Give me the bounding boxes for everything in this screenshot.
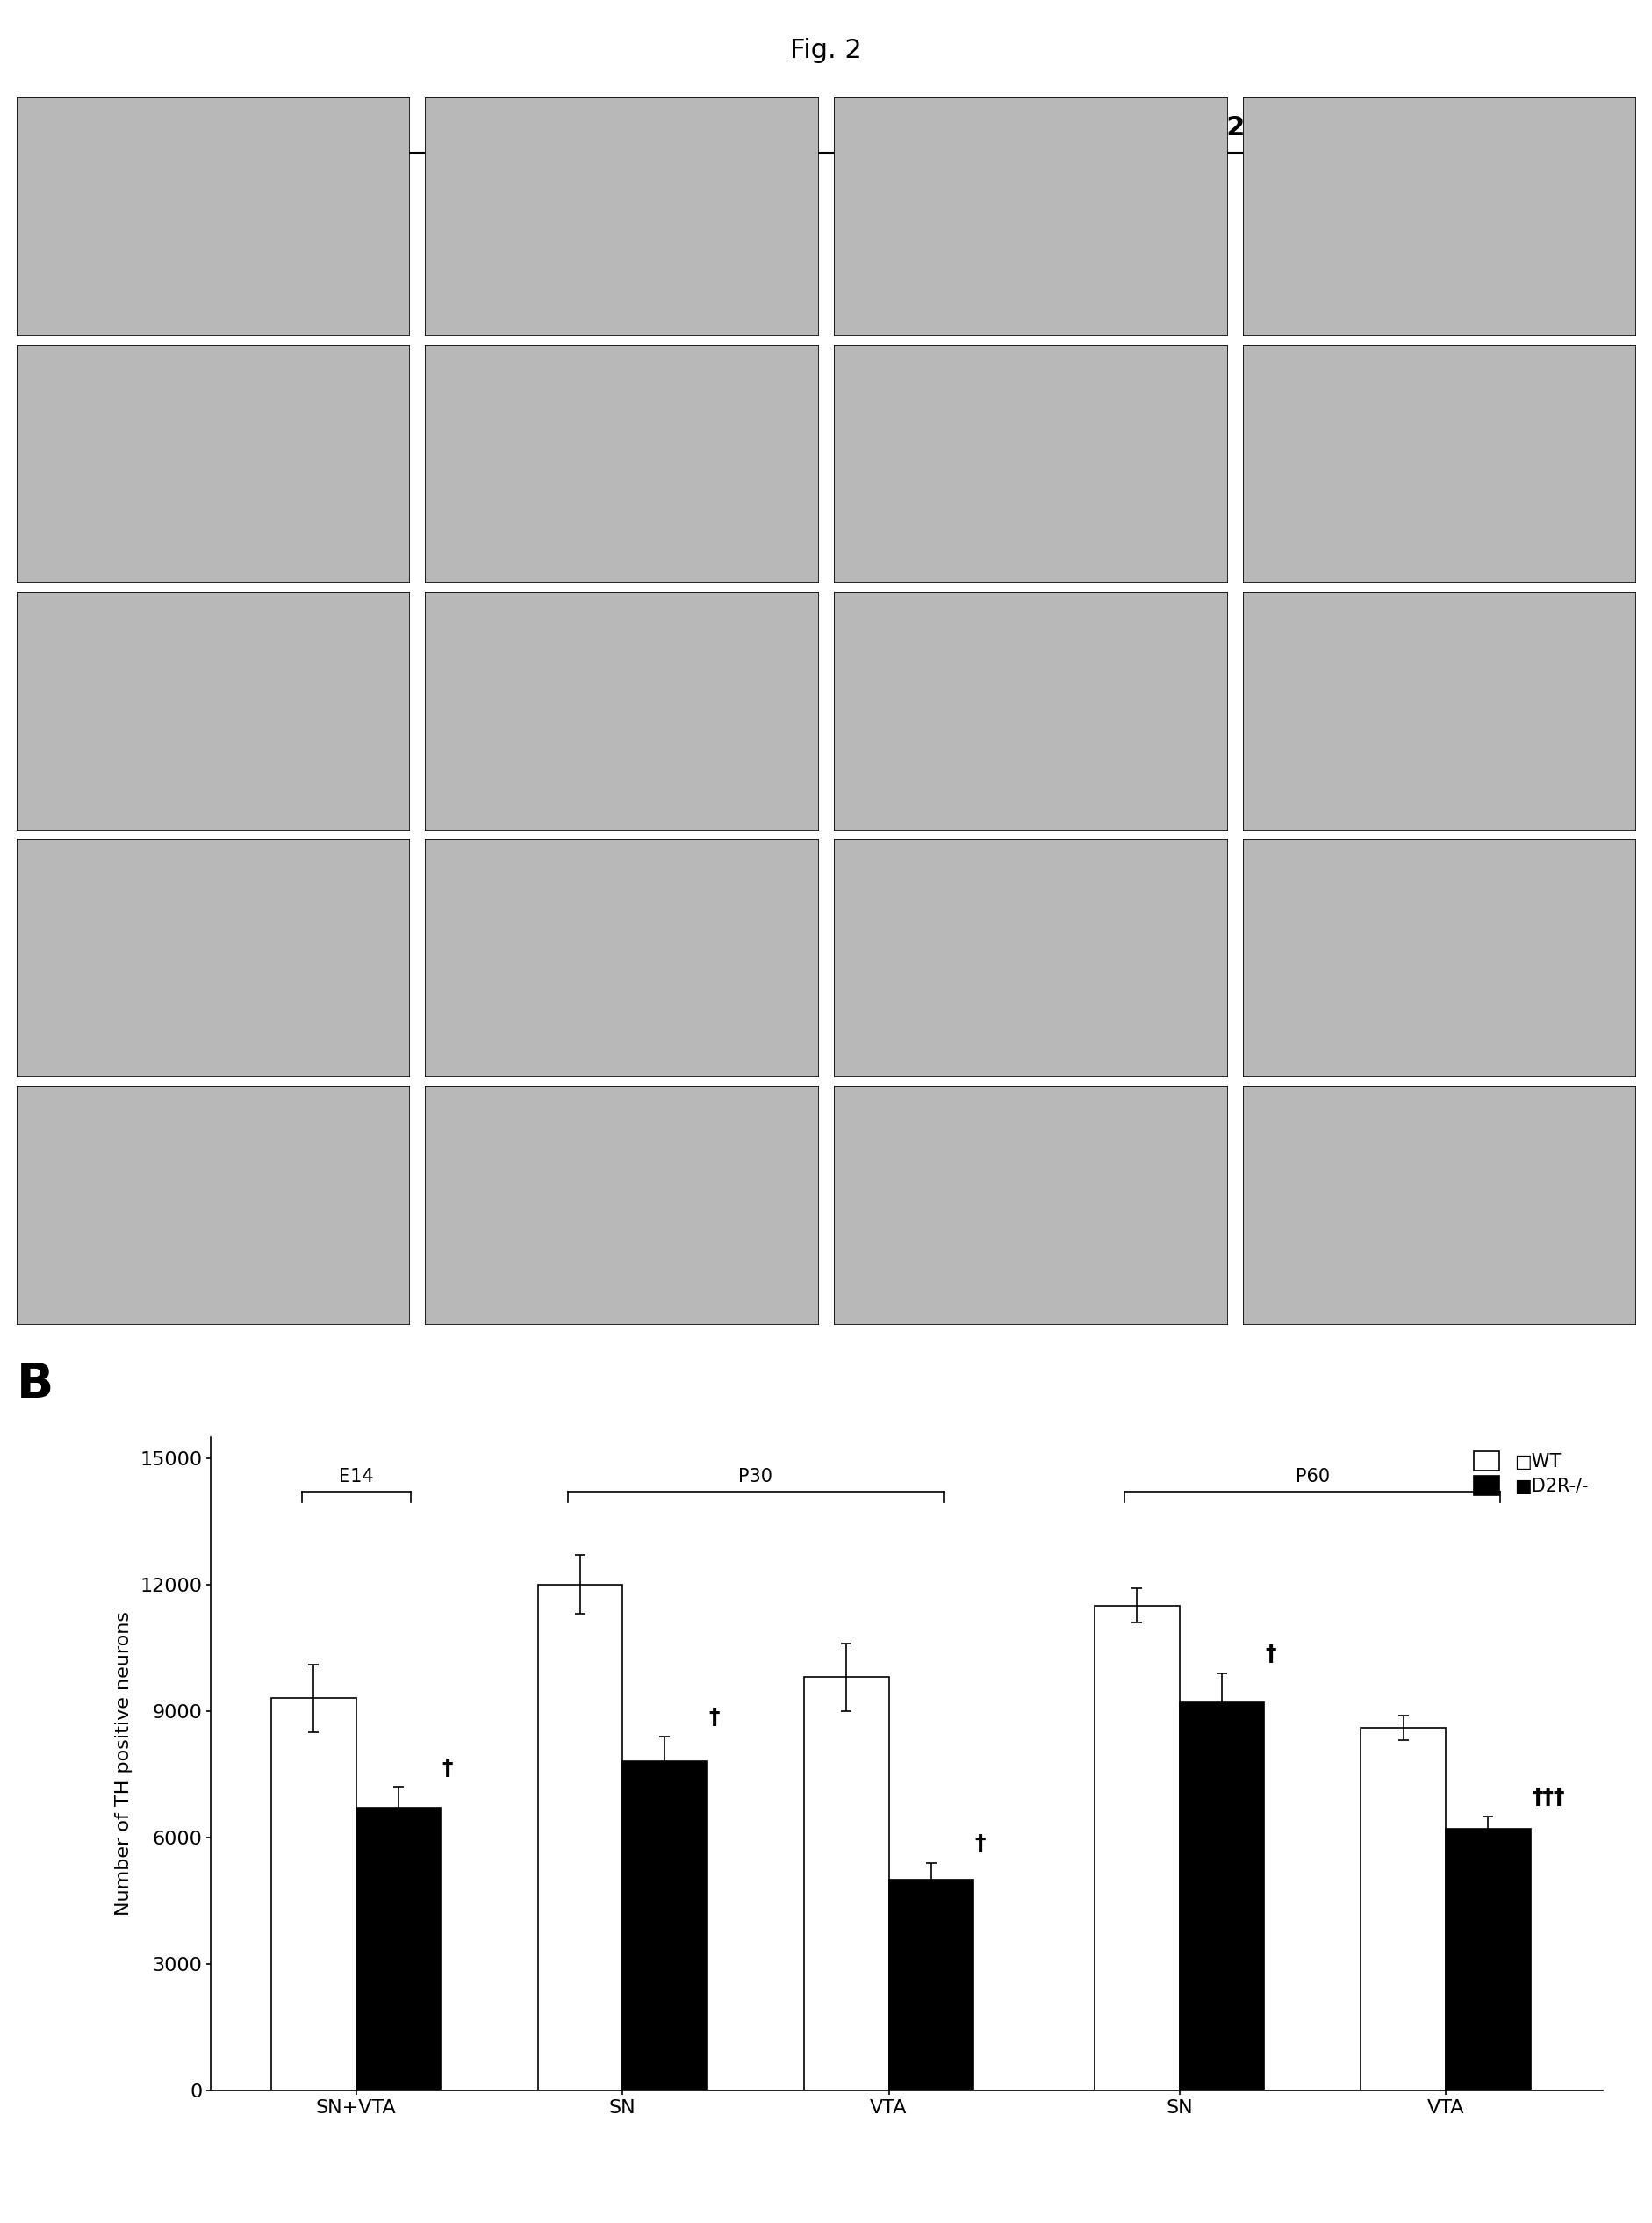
- Bar: [889, 1881, 973, 2090]
- Text: A: A: [33, 109, 71, 158]
- Text: †: †: [1265, 1643, 1277, 1665]
- Text: †††: †††: [1531, 1787, 1564, 1807]
- Text: B: B: [17, 1360, 53, 1407]
- Text: E14: E14: [339, 1467, 373, 1485]
- Text: Fig. 2: Fig. 2: [790, 38, 862, 62]
- Bar: [271, 1698, 357, 2090]
- Bar: [623, 1761, 707, 2090]
- Bar: [1095, 1605, 1180, 2090]
- Text: †: †: [443, 1758, 453, 1778]
- Bar: [1180, 1703, 1264, 2090]
- Text: †: †: [709, 1707, 719, 1727]
- Bar: [1446, 1830, 1530, 2090]
- Text: D2R-/-: D2R-/-: [1204, 116, 1297, 140]
- Legend: □WT, ■D2R-/-: □WT, ■D2R-/-: [1469, 1445, 1594, 1501]
- Text: †: †: [975, 1834, 986, 1854]
- Text: P60: P60: [1295, 1467, 1330, 1485]
- Bar: [537, 1585, 623, 2090]
- Y-axis label: Number of TH positive neurons: Number of TH positive neurons: [116, 1612, 132, 1916]
- Text: WT: WT: [491, 116, 539, 140]
- Bar: [357, 1807, 441, 2090]
- Text: P30: P30: [738, 1467, 773, 1485]
- Bar: [805, 1676, 889, 2090]
- Bar: [1361, 1727, 1446, 2090]
